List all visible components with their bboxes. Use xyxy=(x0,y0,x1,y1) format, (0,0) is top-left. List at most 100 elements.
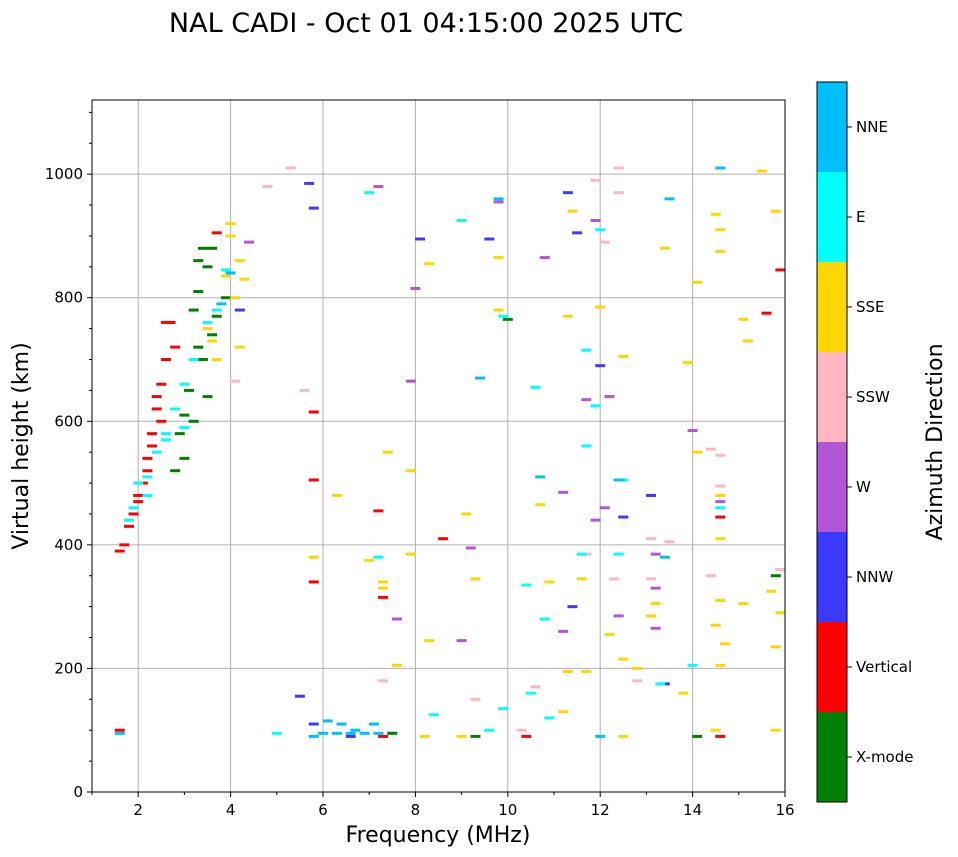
data-point-e xyxy=(715,506,726,510)
plot-area: 2 4 6 8 10 12 14 16 0 200 400 600 800 1000 xyxy=(45,99,795,819)
data-point-w xyxy=(558,629,569,633)
data-point-e xyxy=(456,218,467,222)
data-point-sse xyxy=(715,493,726,497)
colorbar-swatch xyxy=(817,262,847,352)
data-point-vertical xyxy=(151,407,162,411)
data-point-sse xyxy=(710,728,721,732)
data-point-e xyxy=(498,707,509,711)
data-point-e xyxy=(590,404,601,408)
data-point-nne xyxy=(613,478,624,482)
data-point-nne xyxy=(331,731,342,735)
data-point-nne xyxy=(318,731,328,735)
data-point-vertical xyxy=(775,268,786,272)
data-point-ssw xyxy=(715,453,726,457)
data-point-nne xyxy=(359,731,370,735)
colorbar-tick-label: X-mode xyxy=(856,748,913,766)
data-point-w xyxy=(581,398,592,402)
data-point-sse xyxy=(715,249,726,253)
colorbar-tick-label: SSW xyxy=(856,388,890,406)
data-point-e xyxy=(521,583,532,587)
data-point-e xyxy=(525,691,536,695)
data-point-nnw xyxy=(484,237,495,241)
data-point-vertical xyxy=(133,493,144,497)
data-point-sse xyxy=(738,317,749,321)
data-point-x-mode xyxy=(188,308,199,312)
colorbar-tick-label: SSE xyxy=(856,298,885,316)
data-point-e xyxy=(188,358,199,361)
data-point-nnw xyxy=(595,364,606,368)
data-point-sse xyxy=(225,234,236,238)
data-point-vertical xyxy=(142,456,153,460)
data-point-sse xyxy=(424,262,435,266)
data-point-e xyxy=(484,728,495,732)
data-point-sse xyxy=(576,577,587,581)
x-axis-ticks: 2 4 6 8 10 12 14 16 xyxy=(91,792,795,819)
data-point-ssw xyxy=(646,537,657,541)
data-point-sse xyxy=(710,623,721,627)
data-point-vertical xyxy=(761,311,772,315)
data-point-sse xyxy=(220,274,231,278)
data-point-vertical xyxy=(308,580,319,584)
x-tick-label: 4 xyxy=(226,801,236,819)
data-point-x-mode xyxy=(170,469,181,473)
data-point-sse xyxy=(743,339,754,343)
data-point-w xyxy=(650,626,661,630)
data-point-e xyxy=(179,425,190,429)
x-tick-label: 12 xyxy=(591,801,610,819)
data-point-sse xyxy=(715,663,726,667)
data-point-w xyxy=(650,552,661,556)
data-point-ssw xyxy=(646,577,657,581)
colorbar: X-mode Vertical NNW W SSW SSE E NNE xyxy=(816,81,913,803)
data-point-sse xyxy=(207,339,218,343)
data-point-sse xyxy=(308,555,319,559)
data-point-sse xyxy=(405,552,416,556)
data-point-ssw xyxy=(632,679,643,683)
data-point-e xyxy=(581,444,592,448)
data-point-sse xyxy=(659,246,670,250)
data-point-x-mode xyxy=(207,246,218,250)
data-point-nne xyxy=(659,555,670,559)
data-point-e xyxy=(655,682,666,686)
plot-frame xyxy=(91,99,786,793)
data-point-vertical xyxy=(142,469,153,473)
data-point-e xyxy=(364,191,375,195)
data-point-vertical xyxy=(373,509,384,513)
data-point-sse xyxy=(558,710,569,714)
data-point-sse xyxy=(682,361,693,365)
data-point-x-mode xyxy=(193,259,204,263)
data-point-vertical xyxy=(160,358,171,361)
data-point-sse xyxy=(775,611,786,615)
data-point-e xyxy=(271,731,282,735)
data-point-ssw xyxy=(299,388,310,392)
data-point-sse xyxy=(562,314,573,318)
data-point-vertical xyxy=(133,500,144,504)
data-point-sse xyxy=(239,277,250,281)
data-point-sse xyxy=(632,666,643,670)
data-point-sse xyxy=(234,259,245,263)
data-point-x-mode xyxy=(692,734,703,738)
data-point-sse xyxy=(710,212,721,216)
colorbar-swatch xyxy=(817,622,847,712)
data-point-e xyxy=(202,320,213,324)
data-point-sse xyxy=(493,256,504,260)
data-point-sse xyxy=(692,280,703,284)
data-point-ssw xyxy=(262,185,273,188)
data-point-sse xyxy=(211,358,222,361)
data-point-w xyxy=(650,586,661,590)
data-point-w xyxy=(405,379,416,383)
data-point-w xyxy=(613,614,624,618)
y-tick-label: 800 xyxy=(54,289,83,307)
x-tick-label: 8 xyxy=(411,801,421,819)
colorbar-tick-label: NNE xyxy=(856,118,888,136)
data-marks xyxy=(114,166,786,738)
data-point-vertical xyxy=(378,595,389,599)
data-point-sse xyxy=(618,354,629,358)
data-point-ssw xyxy=(470,697,481,701)
data-point-nne xyxy=(336,722,347,726)
data-point-w xyxy=(493,200,504,204)
data-point-sse xyxy=(202,327,213,331)
data-point-vertical xyxy=(156,419,167,423)
data-point-nnw xyxy=(562,191,573,195)
data-point-sse xyxy=(364,558,375,562)
